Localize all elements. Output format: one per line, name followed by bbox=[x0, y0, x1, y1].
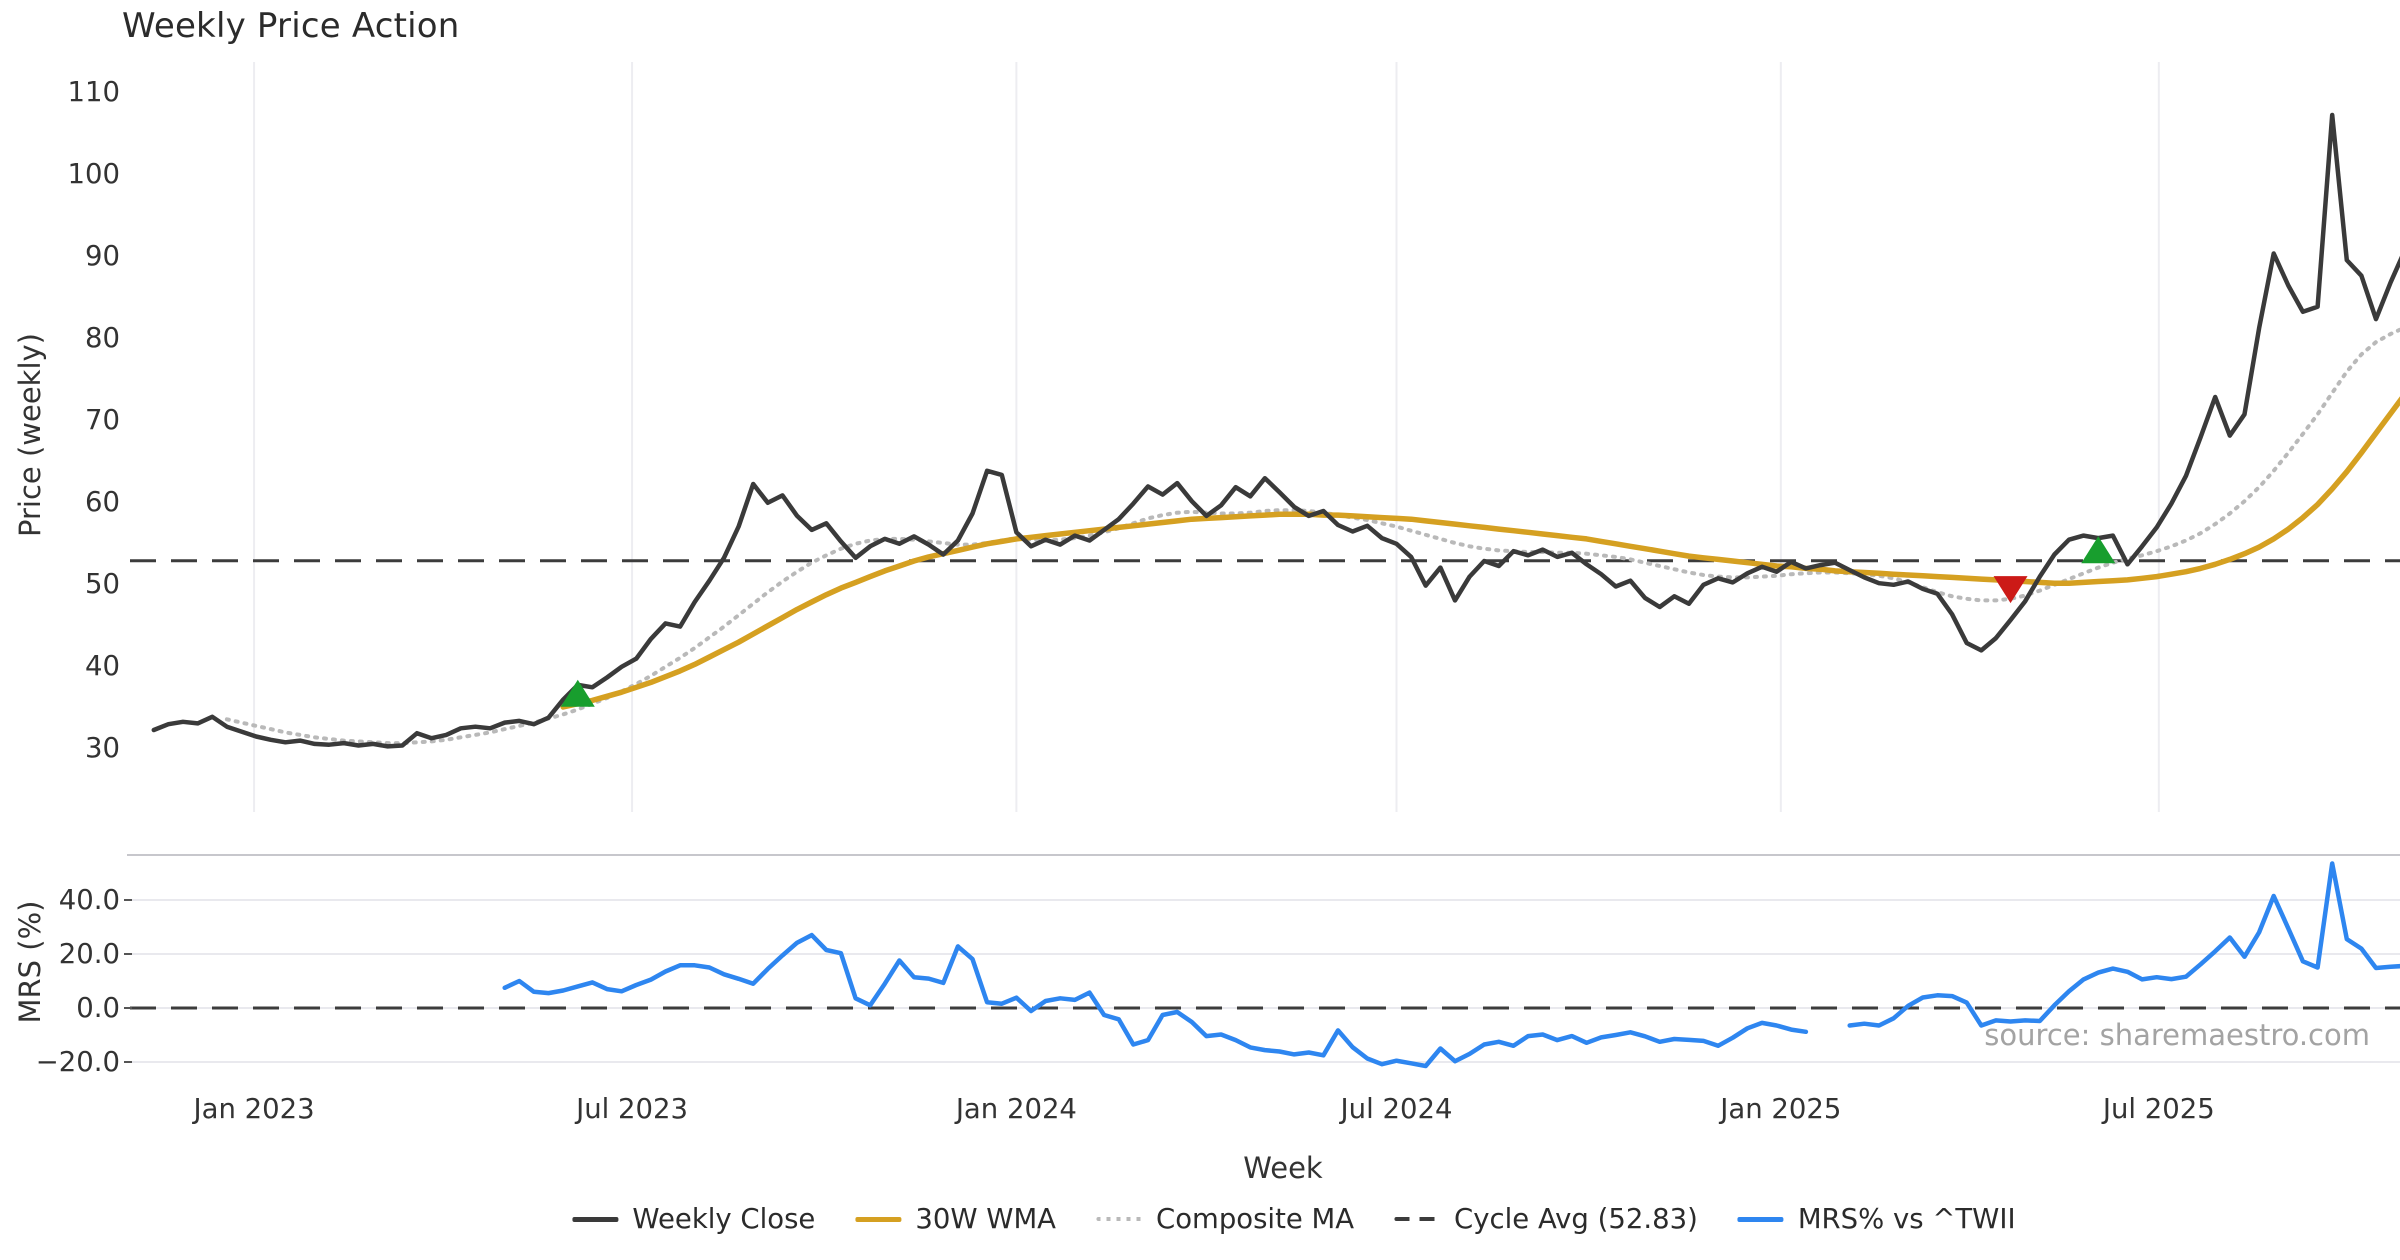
buy-signal-icon bbox=[560, 679, 595, 707]
svg-text:70: 70 bbox=[85, 404, 120, 436]
svg-text:Jul 2025: Jul 2025 bbox=[2101, 1093, 2215, 1125]
svg-text:40: 40 bbox=[85, 650, 120, 682]
signal-markers bbox=[560, 536, 2116, 707]
svg-text:Jan 2023: Jan 2023 bbox=[191, 1093, 314, 1125]
composite-ma-dotted-swatch-icon bbox=[1096, 1217, 1142, 1221]
svg-text:30: 30 bbox=[85, 732, 120, 764]
gridlines bbox=[127, 62, 2400, 1063]
series-lines bbox=[151, 112, 2400, 1069]
legend-label: MRS% vs ^TWII bbox=[1797, 1203, 2016, 1235]
svg-text:Jan 2025: Jan 2025 bbox=[1718, 1093, 1841, 1125]
svg-text:20.0: 20.0 bbox=[59, 938, 120, 970]
svg-text:110: 110 bbox=[68, 76, 121, 108]
svg-text:60: 60 bbox=[85, 486, 120, 518]
legend: Weekly Close 30W WMA Composite MA Cycle … bbox=[572, 1203, 2016, 1235]
axis-tick-labels: 110 100 90 80 70 60 50 40 30 40.0 20.0 0.0 −20.0 Jan … bbox=[36, 76, 2215, 1125]
legend-item-composite-ma: Composite MA bbox=[1096, 1203, 1354, 1235]
svg-text:40.0: 40.0 bbox=[59, 884, 120, 916]
wma-line-swatch-icon bbox=[855, 1216, 902, 1222]
svg-text:80: 80 bbox=[85, 322, 120, 354]
weekly-close-line-swatch-icon bbox=[572, 1216, 619, 1222]
svg-text:−20.0: −20.0 bbox=[36, 1046, 120, 1078]
cycle-avg-dashed-swatch-icon bbox=[1394, 1217, 1441, 1221]
x-axis-label: Week bbox=[1243, 1151, 1323, 1185]
svg-text:0.0: 0.0 bbox=[76, 992, 120, 1024]
svg-text:Jul 2023: Jul 2023 bbox=[574, 1093, 688, 1125]
legend-label: Cycle Avg (52.83) bbox=[1454, 1203, 1698, 1235]
svg-text:100: 100 bbox=[68, 158, 121, 190]
legend-label: Weekly Close bbox=[632, 1203, 816, 1235]
source-watermark: source: sharemaestro.com bbox=[1984, 1018, 2370, 1052]
legend-item-cycle-avg: Cycle Avg (52.83) bbox=[1394, 1203, 1698, 1235]
legend-label: Composite MA bbox=[1156, 1203, 1355, 1235]
svg-text:Jan 2024: Jan 2024 bbox=[954, 1093, 1077, 1125]
buy-signal-icon bbox=[2081, 536, 2116, 564]
page-title: Weekly Price Action bbox=[122, 6, 460, 46]
legend-item-weekly-close: Weekly Close bbox=[572, 1203, 815, 1235]
legend-item-mrs: MRS% vs ^TWII bbox=[1737, 1203, 2016, 1235]
svg-text:50: 50 bbox=[85, 568, 120, 600]
mrs-line-swatch-icon bbox=[1737, 1216, 1784, 1222]
legend-item-30w-wma: 30W WMA bbox=[855, 1203, 1056, 1235]
svg-text:90: 90 bbox=[85, 240, 120, 272]
sell-signal-icon bbox=[1993, 576, 2028, 604]
svg-text:Jul 2024: Jul 2024 bbox=[1339, 1093, 1453, 1125]
legend-label: 30W WMA bbox=[915, 1203, 1056, 1235]
